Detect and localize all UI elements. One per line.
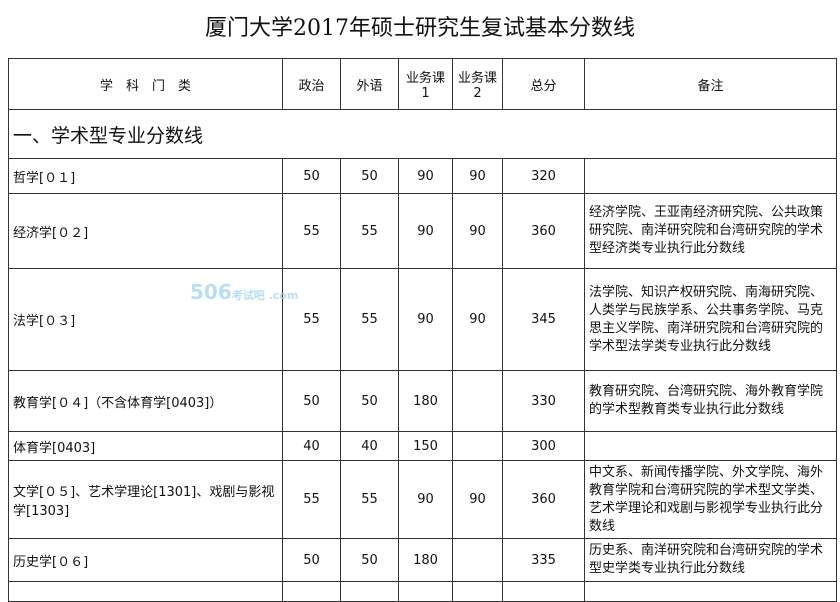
cell-course1: 180 [398,538,453,582]
cell-language: 55 [340,460,399,539]
table-row: 经济学[０２] 55 55 90 90 360 经济学院、王亚南经济研究院、公共政策研究院、… [8,193,837,269]
cell-course1: 150 [398,431,453,461]
cell-language: 55 [340,268,399,371]
cell-note: 法学院、知识产权研究院、南海研究院、人类学与民族学系、公共事务学院、马克思主义学… [584,268,837,371]
cell-total: 330 [502,370,585,432]
cell-course1: 90 [398,460,453,539]
cell-total: 335 [502,538,585,582]
cell-politics: 40 [282,431,341,461]
cell-subject: 经济学[０２] [8,193,283,269]
cell-subject: 教育学[０４]（不含体育学[0403]） [8,370,283,432]
header-note: 备注 [584,58,837,110]
cell-language: 50 [340,158,399,194]
cell-subject: 法学[０３] [8,268,283,371]
cell-course2: 90 [452,460,503,539]
table-row: 哲学[０１] 50 50 90 90 320 [8,158,837,194]
table-row: 文学[０５]、艺术学理论[1301]、戏剧与影视学[1303] 55 55 90 90 3… [8,460,837,539]
cell-politics: 55 [282,268,341,371]
cell-note [584,158,837,194]
cell-total: 360 [502,193,585,269]
cell-course1: 180 [398,370,453,432]
cell-course2: 90 [452,193,503,269]
header-row: 学 科 门 类 政治 外语 业务课1 业务课2 总分 备注 [8,58,837,110]
cell-subject: 体育学[0403] [8,431,283,461]
table-row: 体育学[0403] 40 40 150 300 [8,431,837,461]
cell-note [584,431,837,461]
cell-course2 [452,538,503,582]
cell-empty [502,581,585,602]
cell-politics: 50 [282,158,341,194]
watermark-logo: 506考试吧 .com [190,280,299,304]
cell-empty [452,581,503,602]
cell-empty [398,581,453,602]
cell-empty [340,581,399,602]
header-course2: 业务课2 [452,58,503,110]
cell-note: 经济学院、王亚南经济研究院、公共政策研究院、南洋研究院和台湾研究院的学术型经济类… [584,193,837,269]
cell-subject: 哲学[０１] [8,158,283,194]
cell-course1: 90 [398,158,453,194]
cell-politics: 50 [282,538,341,582]
cell-total: 345 [502,268,585,371]
header-total: 总分 [502,58,585,110]
cell-course2: 90 [452,268,503,371]
cell-empty [282,581,341,602]
cell-note: 历史系、南洋研究院和台湾研究院的学术型史学类专业执行此分数线 [584,538,837,582]
cell-empty [8,581,283,602]
cell-language: 50 [340,370,399,432]
cell-politics: 50 [282,370,341,432]
cell-total: 300 [502,431,585,461]
cell-subject: 历史学[０６] [8,538,283,582]
cell-course1: 90 [398,268,453,371]
cell-politics: 55 [282,193,341,269]
page-title: 厦门大学2017年硕士研究生复试基本分数线 [205,16,635,41]
cell-course2: 90 [452,158,503,194]
cell-total: 360 [502,460,585,539]
table-row: 法学[０３] 55 55 90 90 345 法学院、知识产权研究院、南海研究院、人类学与民… [8,268,837,371]
header-language: 外语 [340,58,399,110]
cell-total: 320 [502,158,585,194]
cell-language: 50 [340,538,399,582]
cell-empty [584,581,837,602]
cell-course2 [452,370,503,432]
header-politics: 政治 [282,58,341,110]
score-table: 学 科 门 类 政治 外语 业务课1 业务课2 总分 备注 一、学术型专业分数线… [8,58,837,602]
cell-language: 55 [340,193,399,269]
cell-subject: 文学[０５]、艺术学理论[1301]、戏剧与影视学[1303] [8,460,283,539]
cell-course1: 90 [398,193,453,269]
table-row: 教育学[０４]（不含体育学[0403]） 50 50 180 330 教育研究院、台湾研究… [8,370,837,432]
cell-note: 教育研究院、台湾研究院、海外教育学院的学术型教育类专业执行此分数线 [584,370,837,432]
header-subject: 学 科 门 类 [8,58,283,110]
cell-course2 [452,431,503,461]
header-course1: 业务课1 [398,58,453,110]
section-heading: 一、学术型专业分数线 [8,109,837,159]
table-row: 历史学[０６] 50 50 180 335 历史系、南洋研究院和台湾研究院的学术型史学类专… [8,538,837,582]
cell-language: 40 [340,431,399,461]
cell-note: 中文系、新闻传播学院、外文学院、海外教育学院和台湾研究院的学术型文学类、艺术学理… [584,460,837,539]
cell-politics: 55 [282,460,341,539]
